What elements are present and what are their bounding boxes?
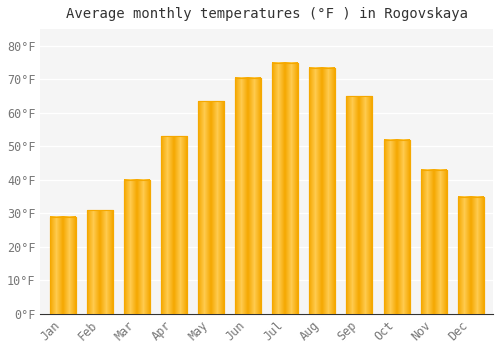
Bar [50,217,76,314]
Bar [384,140,409,314]
Bar [420,170,446,314]
Bar [235,78,261,314]
Bar [86,210,113,314]
Bar [161,136,187,314]
Bar [235,78,261,314]
Bar [198,101,224,314]
Bar [458,197,484,314]
Bar [124,180,150,314]
Title: Average monthly temperatures (°F ) in Rogovskaya: Average monthly temperatures (°F ) in Ro… [66,7,468,21]
Bar [420,170,446,314]
Bar [198,101,224,314]
Bar [384,140,409,314]
Bar [458,197,484,314]
Bar [310,68,336,314]
Bar [124,180,150,314]
Bar [161,136,187,314]
Bar [50,217,76,314]
Bar [346,96,372,314]
Bar [346,96,372,314]
Bar [310,68,336,314]
Bar [86,210,113,314]
Bar [272,63,298,314]
Bar [272,63,298,314]
